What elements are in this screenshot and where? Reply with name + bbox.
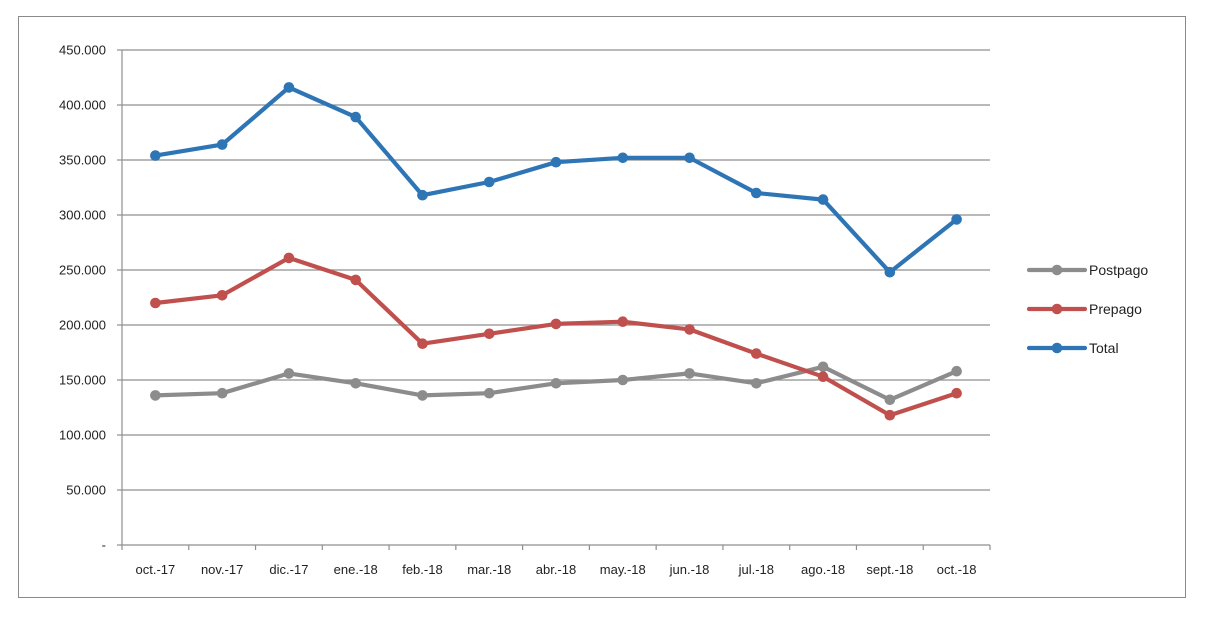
- data-point: [751, 378, 762, 389]
- data-point: [417, 189, 428, 201]
- data-point: [684, 324, 695, 335]
- x-tick-label: feb.-18: [402, 562, 442, 577]
- y-tick-label: 300.000: [59, 208, 106, 223]
- data-point: [751, 348, 762, 359]
- y-tick-label: 150.000: [59, 373, 106, 388]
- data-point: [751, 187, 762, 199]
- data-point: [884, 394, 896, 406]
- y-tick-label: 250.000: [59, 263, 106, 278]
- data-point: [951, 365, 962, 377]
- legend-item-postpago: Postpago: [1026, 262, 1148, 278]
- data-point: [150, 297, 161, 309]
- x-tick-label: dic.-17: [269, 562, 308, 577]
- series-postpago: [150, 361, 962, 406]
- data-point: [884, 409, 896, 421]
- legend: Postpago Prepago Total: [1026, 262, 1148, 356]
- data-point: [350, 378, 361, 389]
- data-point: [417, 390, 428, 401]
- data-point: [684, 152, 695, 164]
- data-point: [417, 338, 428, 350]
- data-point: [684, 368, 695, 379]
- y-tick-label: 450.000: [59, 43, 106, 58]
- x-tick-label: mar.-18: [467, 562, 511, 577]
- data-point: [350, 274, 361, 286]
- data-point: [817, 361, 829, 373]
- data-point: [283, 82, 295, 93]
- legend-marker: [1051, 303, 1063, 315]
- data-point: [617, 152, 629, 164]
- y-tick-label: 50.000: [66, 483, 106, 498]
- chart-frame: - 50.000 100.000 150.000 200.000 250.000 300.0…: [18, 16, 1186, 598]
- data-point: [483, 176, 495, 188]
- x-tick-label: oct.-17: [136, 562, 176, 577]
- legend-label: Postpago: [1089, 262, 1148, 278]
- data-point: [483, 328, 495, 340]
- x-tick-label: may.-18: [600, 562, 646, 577]
- line-chart: - 50.000 100.000 150.000 200.000 250.000 300.0…: [59, 43, 1148, 578]
- x-tick-label: ene.-18: [334, 562, 378, 577]
- data-point: [283, 252, 295, 264]
- grid-lines: [122, 49, 990, 491]
- series-prepago: [150, 252, 962, 421]
- x-tick-label: ago.-18: [801, 562, 845, 577]
- data-point: [550, 156, 562, 168]
- data-point: [617, 374, 629, 386]
- data-point: [550, 318, 562, 330]
- data-point: [951, 387, 962, 399]
- x-tick-label: abr.-18: [536, 562, 576, 577]
- legend-label: Prepago: [1089, 301, 1142, 317]
- x-tick-label: jul.-18: [738, 562, 774, 577]
- y-tick-label: 200.000: [59, 318, 106, 333]
- y-tick-label: 400.000: [59, 98, 106, 113]
- x-tick-label: oct.-18: [937, 562, 977, 577]
- data-point: [617, 316, 629, 328]
- data-point: [483, 387, 495, 399]
- legend-item-total: Total: [1026, 340, 1119, 356]
- x-axis-tick-labels: oct.-17 nov.-17 dic.-17 ene.-18 feb.-18 mar.-…: [136, 562, 977, 577]
- series-lines: [150, 82, 962, 421]
- series-total: [150, 82, 962, 278]
- data-point: [150, 150, 161, 161]
- legend-marker: [1051, 342, 1063, 354]
- data-point: [550, 378, 562, 389]
- data-point: [817, 371, 829, 383]
- data-point: [817, 194, 829, 205]
- data-point: [216, 290, 228, 301]
- data-point: [951, 214, 962, 225]
- x-tick-label: jun.-18: [669, 562, 710, 577]
- y-tick-label: 100.000: [59, 428, 106, 443]
- x-tick-label: sept.-18: [866, 562, 913, 577]
- data-point: [216, 139, 228, 150]
- data-point: [150, 390, 161, 401]
- x-tick-label: nov.-17: [201, 562, 243, 577]
- series-line: [153, 85, 959, 275]
- y-tick-label: 350.000: [59, 153, 106, 168]
- data-point: [884, 266, 896, 278]
- legend-label: Total: [1089, 340, 1119, 356]
- axes: [117, 49, 991, 550]
- legend-marker: [1051, 264, 1063, 276]
- y-tick-label: -: [102, 538, 106, 553]
- legend-item-prepago: Prepago: [1026, 301, 1142, 317]
- y-axis-tick-labels: - 50.000 100.000 150.000 200.000 250.000 300.0…: [59, 43, 106, 553]
- data-point: [350, 111, 361, 123]
- data-point: [283, 368, 295, 379]
- series-line: [153, 255, 959, 418]
- data-point: [216, 387, 228, 399]
